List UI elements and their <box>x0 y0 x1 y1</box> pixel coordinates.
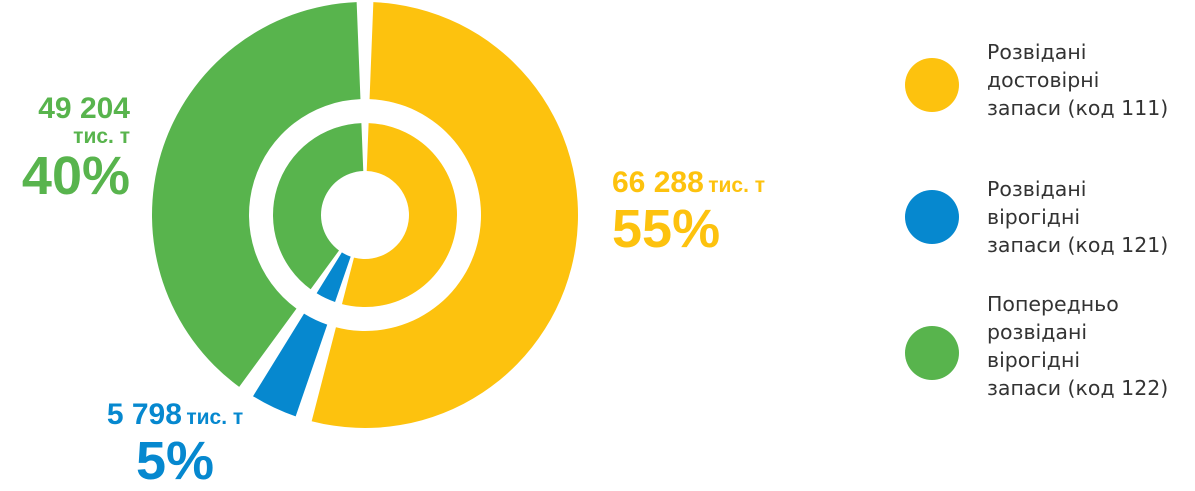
legend-label-code-111: Розвідані достовірні запаси (код 111) <box>987 38 1195 122</box>
amount-code-122: 49 204 <box>38 92 130 125</box>
unit-code-122: тис. т <box>73 125 130 148</box>
legend-line: Розвідані <box>987 177 1087 201</box>
legend-line: розвідані <box>987 320 1088 344</box>
inner-ring-slice-code-111 <box>341 123 457 308</box>
unit-code-121: тис. т <box>186 406 244 429</box>
percent-code-122: 40% <box>21 146 130 206</box>
amount-code-111: 66 288 <box>612 166 704 199</box>
green-circle-icon <box>905 326 959 380</box>
donut-slice-code-122 <box>152 2 361 387</box>
label-code-111: 66 288 тис. т 55% <box>612 166 766 259</box>
percent-code-121: 5% <box>135 431 215 491</box>
percent-code-111: 55% <box>612 199 721 259</box>
label-code-122: 49 204 тис. т 40% <box>20 92 130 206</box>
donut-chart <box>152 2 578 429</box>
legend-line: вірогідні <box>987 205 1081 229</box>
blue-circle-icon <box>905 190 959 244</box>
inner-ring-slice-code-122 <box>272 123 364 290</box>
unit-code-111: тис. т <box>708 174 766 197</box>
donut-slice-code-121 <box>253 313 328 417</box>
amount-code-121: 5 798 <box>106 398 182 431</box>
legend-line: Розвідані <box>987 40 1087 64</box>
legend-label-code-122: Попередньо розвідані вірогідні запаси (к… <box>987 290 1195 402</box>
legend-line: запаси (код 122) <box>987 376 1169 400</box>
legend-line: Попередньо <box>987 292 1119 316</box>
yellow-circle-icon <box>905 58 959 112</box>
legend-line: запаси (код 121) <box>987 233 1169 257</box>
legend-line: вірогідні <box>987 348 1081 372</box>
legend-line: запаси (код 111) <box>987 96 1169 120</box>
inner-ring-slice-code-121 <box>316 252 351 302</box>
donut-slice-code-111 <box>311 2 578 429</box>
legend-label-code-121: Розвідані вірогідні запаси (код 121) <box>987 175 1195 259</box>
label-code-121: 5 798 тис. т 5% <box>90 398 260 491</box>
legend-line: достовірні <box>987 68 1100 92</box>
